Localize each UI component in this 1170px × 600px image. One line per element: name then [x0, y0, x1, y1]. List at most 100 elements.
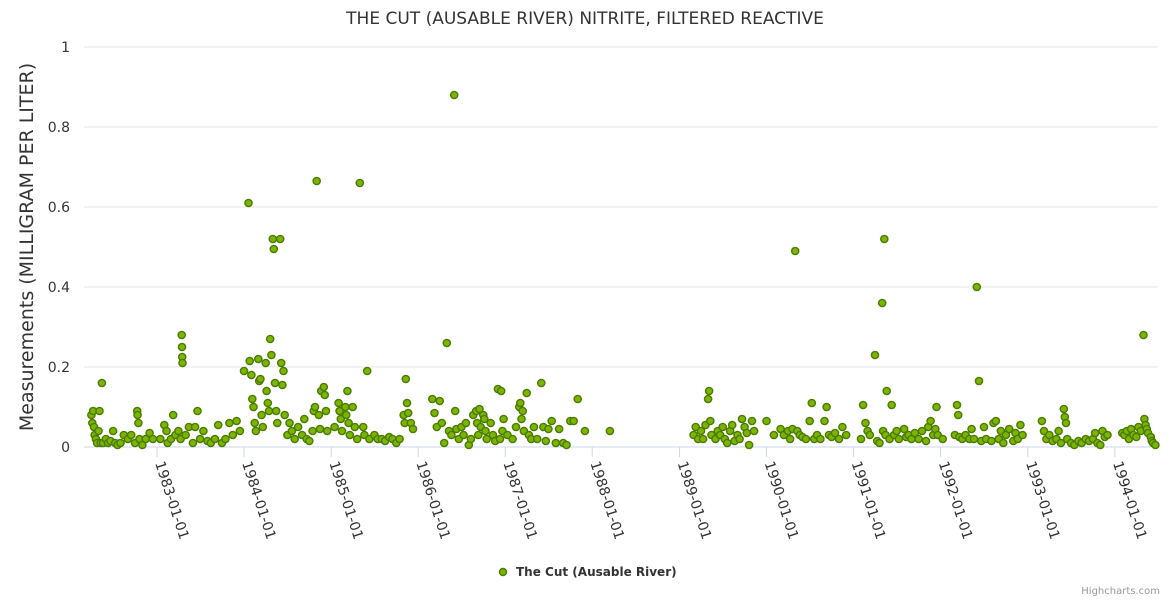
data-point[interactable] — [1038, 417, 1045, 424]
data-point[interactable] — [517, 399, 524, 406]
data-point[interactable] — [706, 387, 713, 394]
data-point[interactable] — [405, 409, 412, 416]
data-point[interactable] — [487, 419, 494, 426]
data-point[interactable] — [876, 439, 883, 446]
data-point[interactable] — [268, 351, 275, 358]
data-point[interactable] — [226, 419, 233, 426]
data-point[interactable] — [259, 423, 266, 430]
data-point[interactable] — [1097, 441, 1104, 448]
data-point[interactable] — [441, 439, 448, 446]
data-point[interactable] — [279, 381, 286, 388]
data-point[interactable] — [975, 377, 982, 384]
data-point[interactable] — [178, 331, 185, 338]
data-point[interactable] — [278, 359, 285, 366]
data-point[interactable] — [95, 427, 102, 434]
data-point[interactable] — [881, 235, 888, 242]
data-point[interactable] — [335, 399, 342, 406]
data-point[interactable] — [178, 343, 185, 350]
data-point[interactable] — [460, 431, 467, 438]
data-point[interactable] — [128, 431, 135, 438]
data-point[interactable] — [748, 417, 755, 424]
data-point[interactable] — [194, 407, 201, 414]
data-point[interactable] — [431, 409, 438, 416]
data-point[interactable] — [888, 401, 895, 408]
data-point[interactable] — [281, 411, 288, 418]
data-point[interactable] — [163, 427, 170, 434]
data-point[interactable] — [500, 415, 507, 422]
data-point[interactable] — [257, 375, 264, 382]
data-point[interactable] — [331, 423, 338, 430]
credits-link[interactable]: Highcharts.com — [1081, 586, 1160, 597]
data-point[interactable] — [835, 435, 842, 442]
data-point[interactable] — [197, 435, 204, 442]
data-point[interactable] — [523, 389, 530, 396]
data-point[interactable] — [519, 407, 526, 414]
data-point[interactable] — [233, 417, 240, 424]
data-point[interactable] — [356, 179, 363, 186]
data-point[interactable] — [396, 435, 403, 442]
data-point[interactable] — [149, 435, 156, 442]
data-point[interactable] — [246, 357, 253, 364]
data-point[interactable] — [821, 417, 828, 424]
data-point[interactable] — [346, 431, 353, 438]
data-point[interactable] — [802, 435, 809, 442]
data-point[interactable] — [738, 415, 745, 422]
data-point[interactable] — [606, 427, 613, 434]
data-point[interactable] — [1062, 419, 1069, 426]
data-point[interactable] — [866, 431, 873, 438]
data-point[interactable] — [438, 419, 445, 426]
data-point[interactable] — [1019, 431, 1026, 438]
data-point[interactable] — [344, 387, 351, 394]
data-point[interactable] — [953, 401, 960, 408]
data-point[interactable] — [879, 299, 886, 306]
data-point[interactable] — [255, 355, 262, 362]
data-point[interactable] — [277, 235, 284, 242]
data-point[interactable] — [274, 419, 281, 426]
legend-item-the-cut[interactable]: The Cut (Ausable River) — [516, 565, 677, 579]
data-point[interactable] — [269, 235, 276, 242]
data-point[interactable] — [215, 421, 222, 428]
data-point[interactable] — [719, 423, 726, 430]
data-point[interactable] — [250, 403, 257, 410]
data-point[interactable] — [770, 431, 777, 438]
data-point[interactable] — [823, 403, 830, 410]
data-point[interactable] — [806, 417, 813, 424]
data-point[interactable] — [301, 415, 308, 422]
data-point[interactable] — [973, 283, 980, 290]
data-point[interactable] — [96, 407, 103, 414]
data-point[interactable] — [707, 417, 714, 424]
data-point[interactable] — [988, 437, 995, 444]
data-point[interactable] — [860, 401, 867, 408]
data-point[interactable] — [895, 435, 902, 442]
data-point[interactable] — [322, 407, 329, 414]
data-point[interactable] — [1017, 421, 1024, 428]
data-point[interactable] — [263, 387, 270, 394]
data-point[interactable] — [264, 399, 271, 406]
data-point[interactable] — [251, 419, 258, 426]
data-point[interactable] — [170, 411, 177, 418]
data-point[interactable] — [498, 387, 505, 394]
data-point[interactable] — [265, 407, 272, 414]
data-point[interactable] — [267, 335, 274, 342]
data-point[interactable] — [563, 441, 570, 448]
data-point[interactable] — [857, 435, 864, 442]
data-point[interactable] — [1140, 331, 1147, 338]
data-point[interactable] — [467, 435, 474, 442]
data-point[interactable] — [324, 427, 331, 434]
data-point[interactable] — [200, 427, 207, 434]
data-point[interactable] — [311, 403, 318, 410]
data-point[interactable] — [933, 403, 940, 410]
data-point[interactable] — [552, 439, 559, 446]
data-point[interactable] — [482, 427, 489, 434]
data-point[interactable] — [724, 439, 731, 446]
data-point[interactable] — [475, 431, 482, 438]
data-point[interactable] — [182, 431, 189, 438]
data-point[interactable] — [179, 359, 186, 366]
data-point[interactable] — [787, 435, 794, 442]
data-point[interactable] — [968, 425, 975, 432]
data-point[interactable] — [245, 199, 252, 206]
data-point[interactable] — [157, 435, 164, 442]
data-point[interactable] — [452, 407, 459, 414]
data-point[interactable] — [451, 91, 458, 98]
data-point[interactable] — [222, 435, 229, 442]
